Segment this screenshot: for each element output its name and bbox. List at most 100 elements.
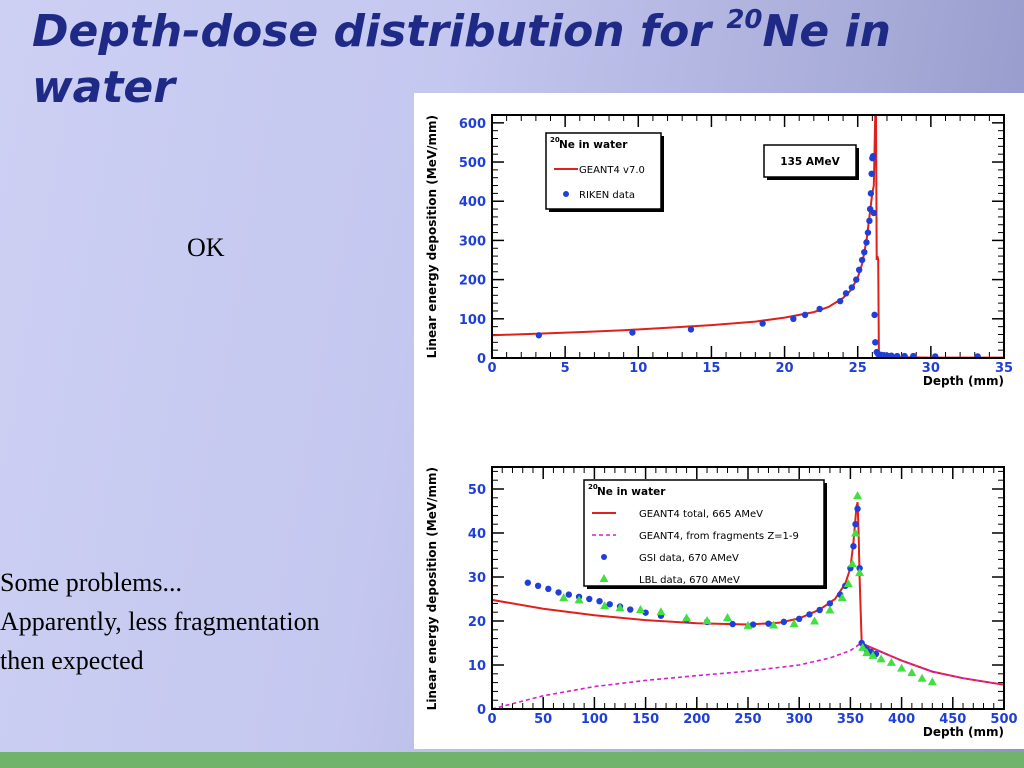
- chart2-series-3-point: [743, 620, 753, 629]
- chart2-series-3-point: [574, 595, 584, 604]
- chart2-series-2-point: [765, 620, 772, 627]
- chart1-series-1-point: [894, 352, 901, 357]
- chart2-series-2-point: [565, 591, 572, 598]
- chart2-series-2-point: [850, 543, 857, 550]
- chart2-series-2-point: [854, 505, 861, 512]
- chart2-legend-swatch-2: [601, 554, 607, 560]
- chart1-legend-label-1: RIKEN data: [579, 190, 635, 201]
- chart1-series-1-point: [801, 311, 809, 319]
- chart2-series-3-point: [858, 642, 868, 651]
- chart2-xtick-label: 300: [786, 712, 813, 727]
- chart2-series-2-point: [627, 606, 634, 613]
- chart2-xtick-label: 400: [888, 712, 915, 727]
- chart2-series-3-point: [897, 663, 907, 672]
- title-main: Depth-dose distribution for: [32, 6, 727, 57]
- title-superscript: 20: [726, 5, 763, 35]
- chart2-series-3-point: [723, 612, 733, 621]
- chart1-annotation-box: [763, 144, 857, 178]
- chart1-xtick-label: 25: [849, 361, 867, 376]
- chart2-series-3-point: [559, 593, 569, 602]
- title-rest: Ne in water: [32, 6, 891, 113]
- chart2-series-2-point: [586, 595, 593, 603]
- chart1-ytick-label: 600: [459, 117, 486, 132]
- chart2-series-3-point: [789, 619, 799, 628]
- chart1-series-1-point: [629, 329, 636, 336]
- chart1-series-1-point: [535, 332, 543, 339]
- chart2-series-3-point: [927, 677, 937, 686]
- chart2-series-3-point: [862, 648, 872, 657]
- chart1-ytick-label: 100: [459, 313, 486, 328]
- problems-line-2: Apparently, less fragmentation: [0, 607, 320, 636]
- problems-note: Some problems... Apparently, less fragme…: [0, 563, 410, 680]
- chart2-series-3-point: [917, 673, 927, 682]
- chart2-legend-title-sup: 20: [588, 483, 598, 491]
- chart2-ytick-label: 30: [468, 571, 486, 586]
- chart1-series-1-point: [858, 256, 866, 264]
- chart2-legend-label-0: GEANT4 total, 665 AMeV: [639, 509, 763, 520]
- chart2-series-2-point: [826, 600, 834, 607]
- chart1-series-1-point: [861, 248, 868, 256]
- chart2-series-2-point: [852, 521, 859, 528]
- chart2-series-3-point: [656, 607, 666, 616]
- footer-bar: [0, 752, 1024, 768]
- problems-line-1: Some problems...: [0, 568, 182, 597]
- chart2-series-3-point: [876, 654, 886, 663]
- chart2-series-3-point: [769, 620, 779, 629]
- chart1-series-1-point: [866, 217, 873, 225]
- chart1-series-1-point: [872, 339, 879, 346]
- chart2-series-2-point: [545, 585, 552, 593]
- problems-line-3: then expected: [0, 646, 144, 675]
- chart1-series-1-point: [974, 353, 981, 357]
- chart2-series-3-point: [847, 559, 857, 568]
- chart2-legend-label-3: LBL data, 670 AMeV: [639, 575, 740, 586]
- chart1-xtick-label: 20: [776, 361, 794, 376]
- chart1-ytick-label: 500: [459, 156, 486, 171]
- chart2-series-3-point: [810, 616, 820, 625]
- chart2-xlabel: Depth (mm): [923, 725, 1004, 739]
- chart2-xtick-label: 500: [990, 712, 1017, 727]
- chart2-xtick-label: 100: [581, 712, 608, 727]
- chart2-series-3-point: [886, 657, 896, 666]
- chart1-series-1-point: [870, 209, 878, 217]
- chart2-series-3-point: [702, 616, 712, 625]
- charts-panel: 0 5 10 15 20 25 30 35 0 100 200 300 400 500 600 Depth (…: [414, 93, 1024, 749]
- chart2-xtick-label: 450: [939, 712, 966, 727]
- chart1-xtick-label: 0: [487, 361, 496, 376]
- chart2-series-2-point: [806, 611, 813, 618]
- chart2-xtick-label: 50: [534, 712, 552, 727]
- chart1-legend-swatch-1: [563, 191, 569, 197]
- chart2-series-3-point: [837, 593, 847, 602]
- chart1-ytick-label: 0: [477, 352, 486, 367]
- chart1-series-1-point: [863, 239, 870, 246]
- chart-ne-665: 0 50 100 150 200 250 300 350 400 450 500 0 10 20 30 40 5…: [425, 466, 1018, 739]
- chart1-series-1-point: [687, 326, 695, 333]
- chart1-xlabel: Depth (mm): [923, 374, 1004, 388]
- chart1-series-1-point: [868, 170, 875, 177]
- chart2-ytick-label: 50: [468, 483, 486, 498]
- chart2-series-2-point: [749, 621, 757, 628]
- chart2-series-2-point: [780, 618, 788, 626]
- ok-note: OK: [187, 233, 225, 262]
- chart2-series-2-point: [729, 620, 736, 628]
- chart1-series-1-point: [759, 320, 766, 327]
- chart1-series-1-point: [888, 352, 895, 357]
- chart2-series-3-point: [682, 613, 692, 622]
- chart1-series-1-point: [864, 229, 872, 236]
- chart1-series-1-point: [871, 311, 878, 319]
- chart2-series-3-point: [868, 650, 878, 659]
- chart2-xtick-label: 350: [837, 712, 864, 727]
- chart1-series-1-point: [842, 290, 850, 297]
- chart2-legend-label-2: GSI data, 670 AMeV: [639, 553, 739, 564]
- chart2-xtick-label: 0: [487, 712, 496, 727]
- chart1-xtick-label: 10: [629, 361, 647, 376]
- chart2-xtick-label: 250: [734, 712, 761, 727]
- chart1-ylabel: Linear energy deposition (MeV/mm): [425, 115, 439, 358]
- chart1-legend-title-sup: 20: [550, 136, 560, 144]
- chart2-series-3-point: [615, 603, 625, 612]
- chart2-series-3-point: [843, 579, 853, 588]
- chart1-legend-title: Ne in water: [559, 139, 628, 151]
- chart1-legend-label-0: GEANT4 v7.0: [579, 165, 645, 176]
- chart2-series-2-point: [606, 601, 613, 608]
- chart2-series-3-point: [825, 605, 835, 614]
- chart2-series-3-point: [907, 667, 917, 676]
